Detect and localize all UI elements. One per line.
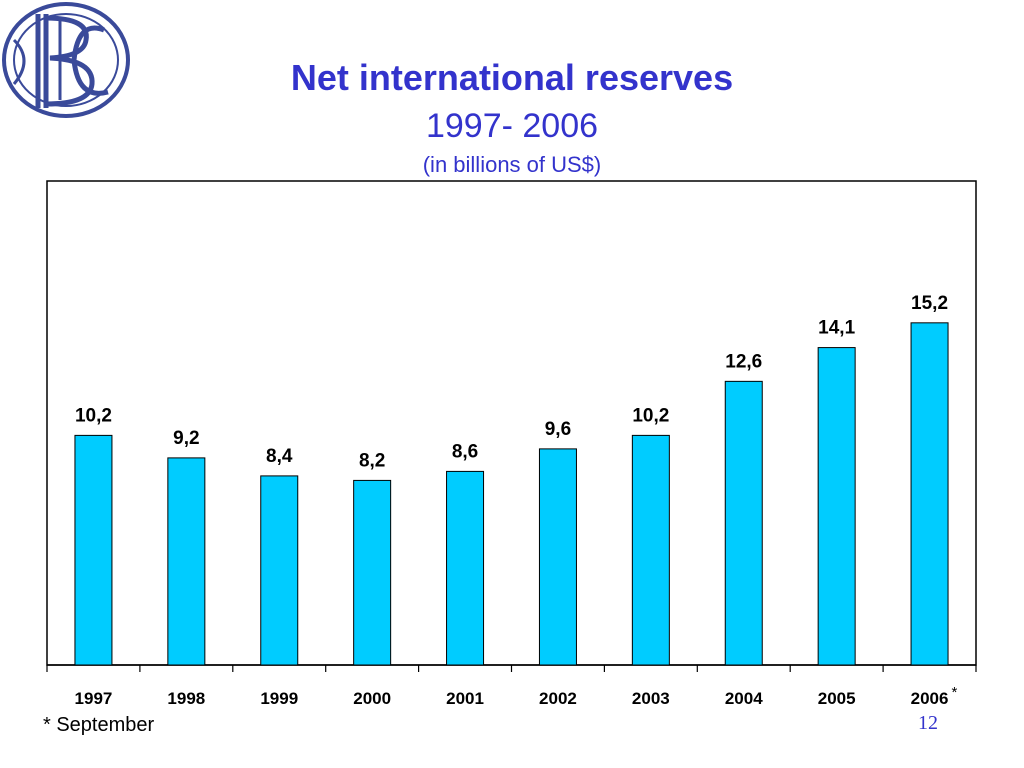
data-label: 8,6 bbox=[452, 441, 478, 462]
bar-1997 bbox=[74, 434, 113, 666]
bar-2001 bbox=[446, 470, 485, 666]
x-tick-label: 2005 bbox=[818, 689, 856, 708]
page-number: 12 bbox=[918, 712, 938, 734]
x-tick-label: 1998 bbox=[167, 689, 205, 708]
bar-1999 bbox=[260, 475, 299, 666]
data-label: 12,6 bbox=[725, 351, 762, 372]
bar-1998 bbox=[167, 457, 206, 666]
data-label: 10,2 bbox=[632, 405, 669, 426]
bank-monogram-logo bbox=[2, 2, 130, 118]
data-label: 15,2 bbox=[911, 293, 948, 314]
slide-year-range: 1997- 2006 bbox=[425, 107, 599, 145]
x-tick-label: 2006 bbox=[911, 689, 949, 708]
bar-2005 bbox=[817, 347, 856, 666]
x-tick-label: 2004 bbox=[725, 689, 763, 708]
slide-unit-label: (in billions of US$) bbox=[422, 152, 602, 177]
bar-2003 bbox=[631, 434, 670, 666]
data-label: 10,2 bbox=[75, 405, 112, 426]
x-tick-label: 2001 bbox=[446, 689, 484, 708]
x-tick-label: 1999 bbox=[260, 689, 298, 708]
slide-title: Net international reserves bbox=[290, 57, 734, 98]
bar-2004 bbox=[724, 380, 763, 666]
bar-2000 bbox=[353, 479, 392, 666]
x-tick-label: 2002 bbox=[539, 689, 577, 708]
bar-2002 bbox=[538, 448, 577, 666]
x-tick-label: 2003 bbox=[632, 689, 670, 708]
data-label: 8,2 bbox=[359, 450, 385, 471]
bar-2006 bbox=[910, 322, 949, 666]
data-label: 8,4 bbox=[266, 446, 293, 467]
x-tick-footnote-mark: * bbox=[952, 684, 958, 701]
data-label: 9,2 bbox=[173, 428, 199, 449]
data-label: 14,1 bbox=[818, 318, 855, 339]
footnote: * September bbox=[43, 714, 155, 736]
data-label: 9,6 bbox=[545, 419, 571, 440]
x-tick-label: 1997 bbox=[75, 689, 113, 708]
x-tick-label: 2000 bbox=[353, 689, 391, 708]
